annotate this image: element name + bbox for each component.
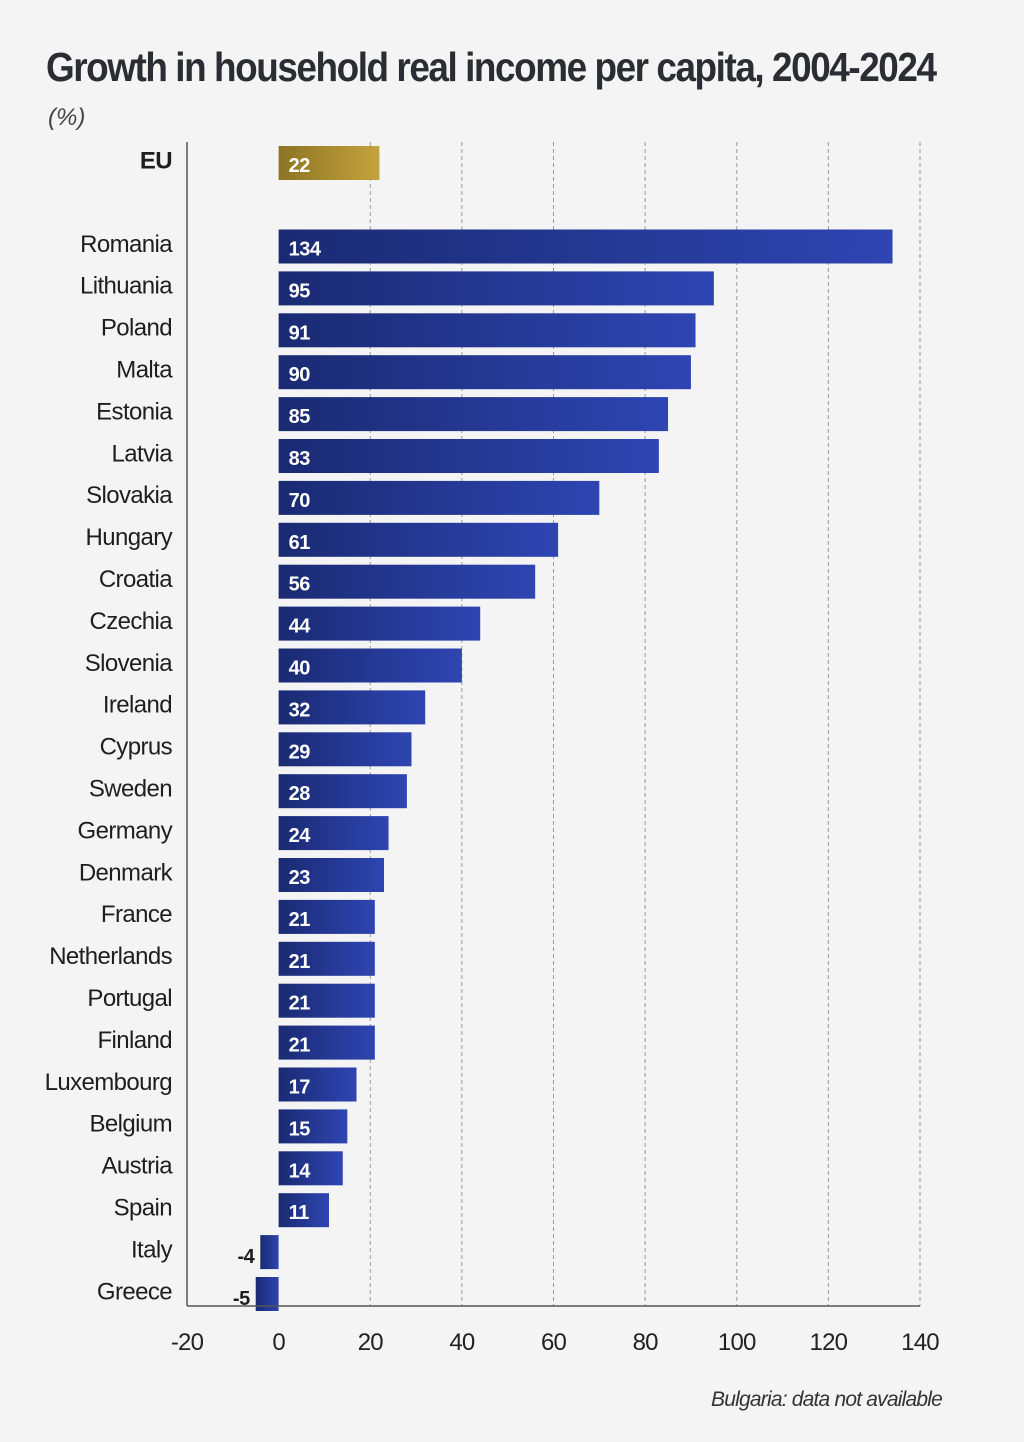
chart-title: Growth in household real income per capi…: [46, 44, 937, 90]
category-label: Hungary: [85, 524, 172, 551]
bar-croatia: [278, 564, 536, 599]
bar-greece: [255, 1277, 279, 1311]
bar-poland: [278, 313, 696, 348]
category-label: Slovenia: [85, 650, 174, 677]
bar-value-label: 15: [289, 1118, 311, 1140]
axes: [186, 142, 920, 1307]
x-tick-label: 20: [358, 1329, 384, 1356]
category-label: Italy: [131, 1236, 173, 1263]
bar-value-label: 56: [289, 574, 311, 596]
bar-value-label: 14: [289, 1160, 312, 1182]
bar-value-label: 11: [289, 1202, 310, 1224]
bar-belgium: [278, 1109, 348, 1144]
x-tick-label: 40: [449, 1329, 475, 1356]
category-label: EU: [140, 147, 172, 174]
bar-finland: [278, 1025, 375, 1060]
bar-malta: [278, 355, 691, 390]
category-label: Croatia: [99, 566, 173, 593]
bar-germany: [278, 816, 389, 851]
bar-value-label: 44: [289, 616, 312, 638]
bar-value-label: 134: [289, 239, 322, 261]
category-label: Greece: [97, 1278, 172, 1305]
bar-estonia: [278, 397, 669, 432]
category-label: Poland: [101, 315, 172, 342]
bar-slovenia: [278, 648, 462, 683]
bar-denmark: [278, 858, 384, 892]
category-label: Lithuania: [80, 273, 173, 300]
bar-value-label: 23: [289, 867, 311, 889]
x-tick-label: 0: [272, 1329, 285, 1356]
bar-value-label: -5: [233, 1288, 250, 1310]
bar-value-label: 91: [289, 322, 311, 344]
bar-value-label: 22: [289, 155, 311, 177]
category-label: Finland: [97, 1027, 172, 1054]
bar-sweden: [278, 774, 407, 809]
footnote: Bulgaria: data not available: [711, 1388, 943, 1411]
x-tick-label: 120: [810, 1329, 848, 1356]
category-label: Luxembourg: [45, 1069, 172, 1096]
bar-value-label: 40: [289, 658, 311, 680]
bar-value-label: 29: [289, 741, 311, 763]
category-label: Malta: [116, 357, 173, 384]
category-label: Netherlands: [49, 943, 172, 970]
category-label: France: [101, 901, 172, 928]
bars: [255, 146, 893, 1311]
category-label: Sweden: [89, 776, 172, 803]
category-label: Ireland: [103, 692, 172, 719]
chart-unit-subtitle: (%): [48, 104, 86, 131]
labels: -20 0 20 40 60 80 100 120 140 EU 22 Romania 134 Lithu…: [45, 147, 940, 1356]
bar-value-label: 21: [289, 951, 311, 973]
x-tick-label: 100: [718, 1329, 756, 1356]
category-label: Estonia: [96, 398, 173, 425]
category-label: Germany: [78, 817, 173, 844]
bar-czechia: [278, 606, 481, 641]
category-label: Denmark: [79, 859, 174, 886]
x-tick-label: 140: [901, 1329, 939, 1356]
category-label: Romania: [80, 231, 173, 258]
bar-value-label: 90: [289, 364, 311, 386]
category-label: Czechia: [89, 608, 173, 635]
bar-value-label: 24: [289, 825, 312, 847]
x-tick-label: -20: [171, 1329, 204, 1356]
category-label: Latvia: [112, 440, 174, 467]
bar-value-label: 85: [289, 406, 311, 428]
bar-spain: [278, 1193, 330, 1228]
bar-value-label: 21: [289, 1035, 311, 1057]
bar-value-label: 95: [289, 280, 311, 302]
bar-value-label: 21: [289, 909, 311, 931]
bar-value-label: 21: [289, 993, 311, 1015]
bar-value-label: 28: [289, 783, 311, 805]
bar-luxembourg: [278, 1067, 357, 1102]
bar-hungary: [278, 522, 559, 557]
x-tick-label: 60: [541, 1329, 567, 1356]
bar-lithuania: [278, 271, 714, 306]
bar-france: [278, 899, 375, 934]
bar-italy: [260, 1235, 279, 1270]
bar-value-label: 70: [289, 490, 311, 512]
bar-portugal: [278, 983, 375, 1018]
category-label: Slovakia: [86, 482, 173, 509]
bar-netherlands: [278, 941, 375, 976]
x-tick-label: 80: [633, 1329, 659, 1356]
bar-eu: [278, 146, 380, 180]
bar-value-label: 32: [289, 699, 311, 721]
category-label: Cyprus: [100, 734, 173, 761]
bar-value-label: -4: [238, 1246, 256, 1268]
bar-value-label: 83: [289, 448, 311, 470]
bar-austria: [278, 1151, 343, 1186]
category-label: Belgium: [89, 1111, 172, 1138]
bar-slovakia: [278, 480, 600, 515]
category-label: Portugal: [87, 985, 172, 1012]
bar-cyprus: [278, 732, 412, 767]
category-label: Spain: [114, 1195, 172, 1222]
bar-value-label: 61: [289, 532, 311, 554]
bar-value-label: 17: [289, 1077, 311, 1099]
bar-ireland: [278, 690, 426, 725]
bar-romania: [278, 229, 893, 264]
category-label: Austria: [102, 1153, 174, 1180]
bar-latvia: [278, 439, 659, 473]
